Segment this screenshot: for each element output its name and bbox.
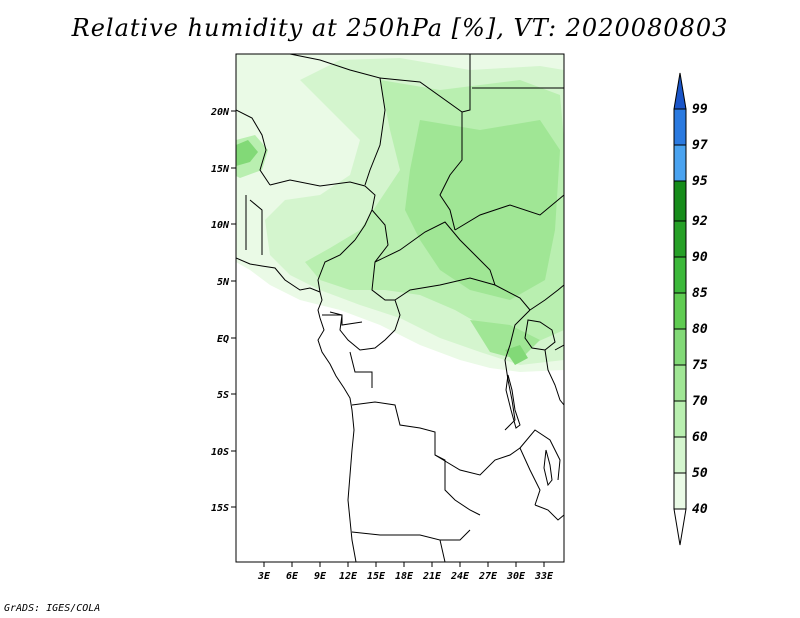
border-sahara-north <box>289 54 386 186</box>
x-tick-label: 33E <box>534 571 554 582</box>
x-tick-label: 27E <box>478 571 498 582</box>
border-mozambique <box>519 429 564 521</box>
border-car-south <box>374 221 496 286</box>
y-tick-label: 10S <box>211 447 229 458</box>
colorbar-label: 92 <box>692 214 708 229</box>
colorbar-label: 95 <box>692 174 708 189</box>
country-borders <box>236 54 564 562</box>
humidity-shading <box>236 54 564 372</box>
colorbar-label: 99 <box>692 102 708 117</box>
colorbar-label: 60 <box>692 430 708 445</box>
colorbar-label: 97 <box>692 138 708 153</box>
colorbar-bottom-arrow <box>673 508 687 546</box>
grads-credit: GrADS: IGES/COLA <box>4 603 101 614</box>
map-title: Relative humidity at 250hPa [%], VT: 202… <box>71 14 729 42</box>
colorbar-label: 80 <box>692 322 708 337</box>
y-tick-label: 10N <box>211 220 230 231</box>
colorbar-label: 70 <box>692 394 708 409</box>
x-tick-label: 6E <box>286 571 299 582</box>
colorbar-segment <box>673 180 687 222</box>
humidity-75-patch <box>236 140 258 166</box>
colorbar-top-arrow <box>673 72 687 110</box>
x-tick-label: 3E <box>257 571 271 582</box>
colorbar-label: 40 <box>692 502 708 517</box>
x-tick-label: 12E <box>339 571 358 582</box>
border-sudan-south <box>454 194 564 311</box>
lake-victoria-region <box>524 319 556 351</box>
humidity-75-east-patch <box>505 345 528 365</box>
map-frame <box>235 53 565 563</box>
border-chad-libya <box>379 77 463 231</box>
y-tick-label: 15S <box>211 503 229 514</box>
colorbar-segment <box>673 364 687 402</box>
lake-tanganyika <box>505 374 521 429</box>
colorbar-segment <box>673 472 687 510</box>
y-tick-label: 5N <box>217 277 230 288</box>
border-west-sahel <box>236 109 271 255</box>
colorbar-label: 75 <box>692 358 708 373</box>
x-tick-label: 21E <box>422 571 442 582</box>
lake-malawi <box>543 449 553 487</box>
border-gabon-congo <box>322 314 373 388</box>
map-panel: 3E 6E 9E 12E 15E 18E 21E 24E 27E 30E 33E… <box>210 53 565 582</box>
border-niger-nigeria <box>269 179 376 241</box>
colorbar-segment <box>673 400 687 438</box>
x-tick-label: 18E <box>395 571 414 582</box>
colorbar-segment <box>673 256 687 294</box>
border-angola <box>351 401 481 516</box>
border-drc-east <box>504 309 531 431</box>
border-drc-west <box>329 299 401 351</box>
y-tick-label: 15N <box>211 164 230 175</box>
colorbar-segment <box>673 292 687 330</box>
colorbar-label: 50 <box>692 466 708 481</box>
colorbar-segment <box>673 108 687 146</box>
x-tick-label: 30E <box>506 571 526 582</box>
x-tick-label: 9E <box>314 571 327 582</box>
colorbar-label: 85 <box>692 286 708 301</box>
colorbar-segment <box>673 144 687 182</box>
coastline-west-africa <box>236 257 357 562</box>
humidity-70-region <box>405 120 560 300</box>
eastern-border <box>544 344 564 406</box>
border-zambia <box>434 447 541 506</box>
x-tick-label: 15E <box>367 571 386 582</box>
colorbar-segment <box>673 328 687 366</box>
y-tick-label: 20N <box>210 107 230 118</box>
x-axis-labels: 3E 6E 9E 12E 15E 18E 21E 24E 27E 30E 33E <box>257 571 554 582</box>
border-sudan-egypt <box>461 54 564 113</box>
y-axis-labels: 20N 15N 10N 5N EQ 5S 10S 15S <box>210 107 230 514</box>
axis-ticks <box>231 110 545 567</box>
colorbar-segment <box>673 436 687 474</box>
colorbar-segment <box>673 220 687 258</box>
y-tick-label: 5S <box>217 390 229 401</box>
border-drc-north <box>394 277 531 311</box>
y-tick-label: EQ <box>217 334 229 345</box>
border-namibia-botswana <box>351 529 471 562</box>
colorbar: 40 50 60 70 75 80 85 90 92 95 97 99 <box>673 72 708 546</box>
colorbar-label: 90 <box>692 250 708 265</box>
x-tick-label: 24E <box>450 571 470 582</box>
